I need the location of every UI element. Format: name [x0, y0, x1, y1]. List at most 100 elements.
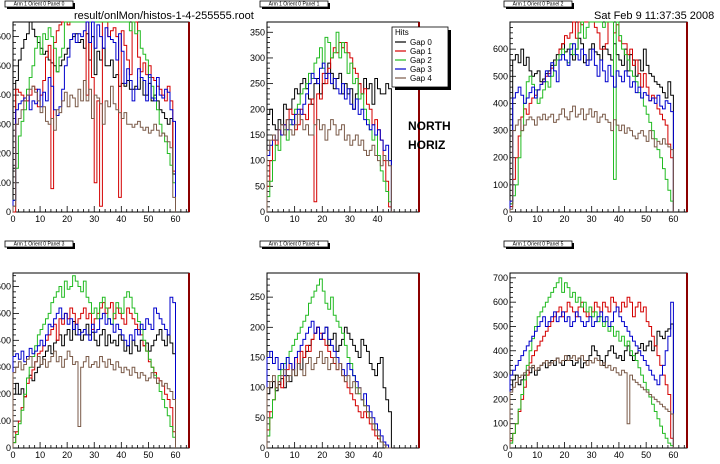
x-tick-label: 30 — [345, 214, 355, 224]
x-tick-label: 40 — [116, 450, 126, 460]
y-tick-label: 300 — [493, 370, 508, 380]
series-gap-3 — [12, 21, 176, 212]
x-tick-label: 20 — [559, 450, 569, 460]
y-tick-label: 500 — [493, 71, 508, 81]
y-tick-label: 700 — [493, 273, 508, 283]
plot-frame — [12, 272, 190, 449]
series-gap-4 — [12, 350, 176, 448]
panel-title: Arm 1 Orient 0 Panel 3 — [14, 242, 65, 248]
series-gap-3 — [266, 62, 392, 212]
x-tick-label: 40 — [116, 214, 126, 224]
series-gap-0 — [12, 321, 176, 448]
x-tick-label: 0 — [10, 450, 15, 460]
annotation-north: NORTH — [408, 119, 451, 133]
panel-title: Arm 1 Orient 0 Panel 4 — [269, 242, 320, 248]
y-tick-label: 150 — [250, 130, 265, 140]
series-gap-4 — [509, 355, 674, 448]
y-tick-label: 250 — [250, 79, 265, 89]
series-gap-4 — [509, 105, 674, 212]
x-tick-label: 10 — [35, 450, 45, 460]
panel-title: Arm 1 Orient 0 Panel 1 — [269, 2, 320, 8]
x-tick-label: 40 — [373, 214, 383, 224]
y-tick-label: 100 — [250, 383, 265, 393]
title-box — [4, 0, 74, 8]
x-tick-label: 10 — [532, 450, 542, 460]
x-tick-label: 0 — [264, 214, 269, 224]
x-tick-label: 50 — [143, 214, 153, 224]
x-tick-label: 60 — [170, 450, 180, 460]
x-tick-label: 40 — [373, 450, 383, 460]
series-gap-2 — [266, 278, 392, 449]
y-tick-label: 0 — [260, 443, 265, 453]
x-tick-label: 0 — [507, 214, 512, 224]
y-tick-label: 100 — [493, 180, 508, 190]
title-box — [4, 240, 74, 248]
series-gap-4 — [266, 350, 392, 449]
x-tick-label: 50 — [641, 450, 651, 460]
x-tick-label: 30 — [587, 450, 597, 460]
legend-entry: Gap 3 — [410, 65, 432, 74]
y-tick-label: 350 — [250, 27, 265, 37]
x-tick-label: 30 — [89, 450, 99, 460]
y-tick-label: 250 — [250, 292, 265, 302]
y-tick-label: 500 — [0, 61, 11, 71]
x-tick-label: 10 — [290, 450, 300, 460]
series-gap-4 — [12, 80, 176, 212]
title-box — [259, 0, 329, 8]
y-tick-label: 100 — [250, 156, 265, 166]
x-tick-label: 10 — [35, 214, 45, 224]
y-tick-label: 500 — [493, 321, 508, 331]
y-tick-label: 50 — [255, 181, 265, 191]
panel-title: Arm 1 Orient 0 Panel 2 — [513, 2, 564, 8]
x-tick-label: 0 — [264, 450, 269, 460]
series-gap-3 — [266, 320, 392, 449]
plot-frame — [266, 272, 420, 449]
y-tick-label: 200 — [250, 104, 265, 114]
series-gap-0 — [266, 62, 392, 212]
x-tick-label: 10 — [532, 214, 542, 224]
y-tick-label: 100 — [0, 416, 11, 426]
annotation-horiz: HORIZ — [408, 138, 445, 152]
series-gap-3 — [509, 43, 674, 212]
histogram-panel-3: Arm 1 Orient 0 Panel 3010203040506001002… — [0, 240, 190, 460]
title-box — [503, 0, 573, 8]
x-tick-label: 30 — [89, 214, 99, 224]
file-label: result/onlMon/histos-1-4-255555.root — [74, 10, 254, 22]
y-tick-label: 0 — [503, 443, 508, 453]
y-tick-label: 300 — [493, 126, 508, 136]
series-gap-1 — [266, 42, 392, 212]
y-tick-label: 600 — [0, 281, 11, 291]
legend-entry: Gap 1 — [410, 47, 432, 56]
x-tick-label: 60 — [170, 214, 180, 224]
series-gap-3 — [509, 301, 674, 448]
title-box — [259, 240, 329, 248]
x-tick-label: 40 — [614, 214, 624, 224]
series-gap-4 — [266, 113, 392, 212]
y-tick-label: 0 — [6, 443, 11, 453]
x-tick-label: 40 — [614, 450, 624, 460]
y-tick-label: 0 — [260, 207, 265, 217]
title-box — [503, 240, 573, 248]
y-tick-label: 100 — [0, 178, 11, 188]
plot-frame — [12, 21, 190, 213]
y-tick-label: 500 — [0, 308, 11, 318]
y-tick-label: 200 — [493, 394, 508, 404]
x-tick-label: 0 — [507, 450, 512, 460]
x-tick-label: 60 — [668, 214, 678, 224]
panel-title: Arm 1 Orient 0 Panel 5 — [513, 242, 564, 248]
y-tick-label: 50 — [255, 413, 265, 423]
legend-box — [391, 26, 449, 88]
y-tick-label: 200 — [0, 389, 11, 399]
legend-entry: Gap 2 — [410, 56, 432, 65]
histogram-panel-2: Arm 1 Orient 0 Panel 20 10 20 30 40 50 6001002… — [493, 0, 688, 224]
histogram-panel-0: Arm 1 Orient 0 Panel 0010203040506001002… — [0, 0, 190, 224]
y-tick-label: 600 — [493, 44, 508, 54]
x-tick-label: 30 — [345, 450, 355, 460]
legend-entry: Gap 4 — [410, 74, 432, 83]
x-tick-label: 50 — [143, 450, 153, 460]
y-tick-label: 600 — [0, 32, 11, 42]
y-tick-label: 400 — [493, 346, 508, 356]
legend-entry: Gap 0 — [410, 38, 432, 47]
y-tick-label: 600 — [493, 297, 508, 307]
